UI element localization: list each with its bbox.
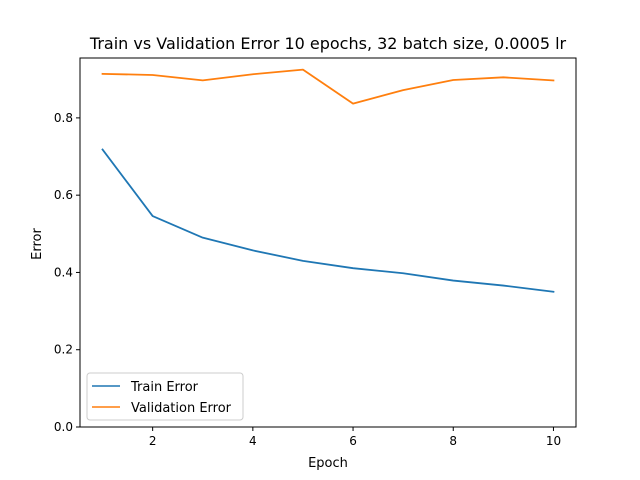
legend: Train Error Validation Error (86, 372, 244, 421)
legend-box (86, 372, 244, 421)
data-point-train-error (402, 272, 404, 274)
axes-frame (79, 57, 577, 428)
data-point-train-error (302, 260, 304, 262)
data-point-validation-error (102, 73, 104, 75)
data-point-validation-error (452, 79, 454, 81)
y-axis-ticks: 0.0 0.2 0.4 0.6 0.8 (54, 111, 80, 434)
plot-area: 2 4 6 8 10 0.0 0.2 0.4 0.6 0.8 (54, 57, 577, 448)
y-tick-label: 0.6 (54, 188, 73, 202)
data-point-train-error (202, 237, 204, 239)
y-tick-label: 0.4 (54, 265, 73, 279)
y-tick-label: 0.8 (54, 111, 73, 125)
data-point-validation-error (402, 89, 404, 91)
y-tick-label: 0.0 (54, 420, 73, 434)
data-point-validation-error (502, 76, 504, 78)
y-tick-label: 0.2 (54, 343, 73, 357)
x-tick-label: 8 (449, 434, 457, 448)
data-point-validation-error (152, 74, 154, 76)
chart-title: Train vs Validation Error 10 epochs, 32 … (89, 34, 567, 53)
data-point-train-error (352, 267, 354, 269)
data-point-validation-error (302, 69, 304, 71)
data-point-validation-error (553, 80, 555, 82)
data-point-train-error (102, 149, 104, 151)
data-point-train-error (152, 215, 154, 217)
series-lines (101, 68, 555, 293)
y-axis-label: Error (30, 228, 45, 260)
series-line-train-error (101, 148, 555, 293)
series-line-validation-error (101, 68, 555, 105)
x-axis-label: Epoch (308, 456, 348, 471)
data-point-validation-error (202, 80, 204, 82)
x-tick-label: 4 (249, 434, 257, 448)
x-axis-ticks: 2 4 6 8 10 (149, 427, 561, 448)
data-point-validation-error (252, 73, 254, 75)
legend-label-validation-error: Validation Error (131, 401, 232, 416)
data-point-train-error (553, 291, 555, 293)
x-tick-label: 10 (546, 434, 561, 448)
data-point-train-error (252, 250, 254, 252)
data-point-validation-error (352, 103, 354, 105)
data-point-train-error (452, 280, 454, 282)
x-tick-label: 2 (149, 434, 157, 448)
legend-label-train-error: Train Error (130, 380, 199, 395)
data-point-train-error (502, 285, 504, 287)
x-tick-label: 6 (349, 434, 357, 448)
